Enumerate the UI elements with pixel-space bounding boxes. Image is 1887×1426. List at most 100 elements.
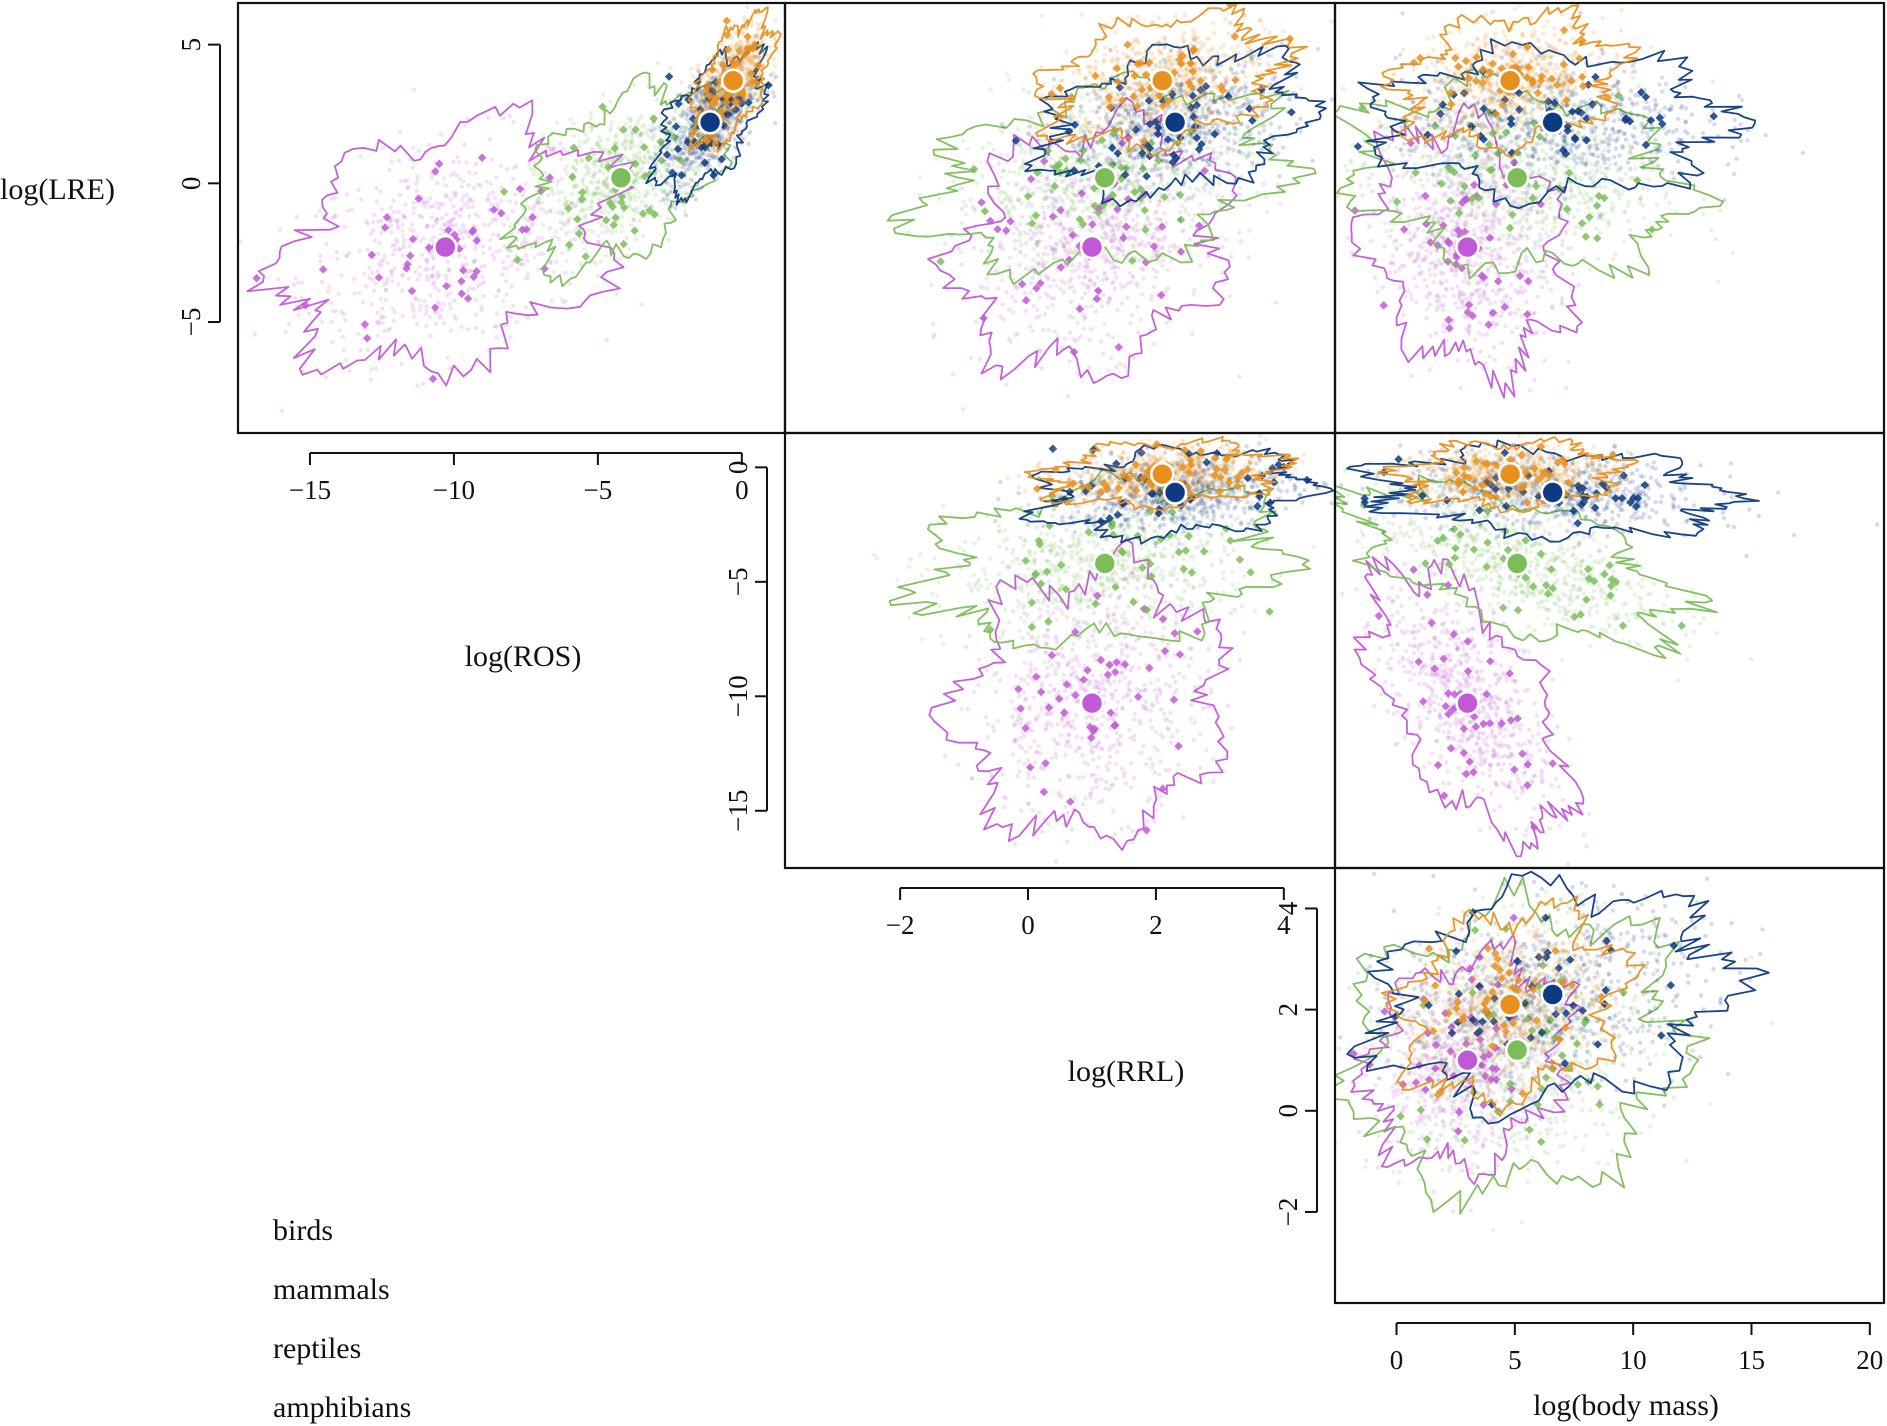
amphibians-cloud-point <box>1168 244 1173 249</box>
reptiles-cloud-point <box>595 180 601 185</box>
reptiles-cloud-point <box>1018 150 1024 155</box>
amphibians-cloud-point <box>501 298 506 303</box>
amphibians-cloud-point <box>396 218 401 223</box>
reptiles-cloud-point <box>564 163 570 169</box>
amphibians-cloud-point <box>519 261 524 266</box>
amphibians-cloud-point <box>1121 253 1127 258</box>
amphibians-cloud-point <box>487 137 493 142</box>
amphibians-cloud-point <box>1162 234 1168 239</box>
amphibians-cloud-point <box>1042 216 1047 222</box>
mammals-cloud-point <box>1123 166 1128 171</box>
mammals-cloud-point <box>693 93 699 98</box>
reptiles-cloud-point <box>590 160 595 165</box>
amphibians-cloud-point <box>529 244 534 249</box>
reptiles-cloud-point <box>639 113 644 119</box>
mammals-cloud-point <box>748 85 754 90</box>
reptiles-cloud-point <box>570 270 576 275</box>
reptiles-cloud-point <box>554 120 559 125</box>
mammals-cloud-point <box>1219 94 1225 99</box>
amphibians-cloud-point <box>1034 240 1039 245</box>
amphibians-cloud-point <box>318 253 323 258</box>
amphibians-cloud-point <box>1109 280 1115 286</box>
reptiles-cloud-point <box>599 163 604 168</box>
mammals-cloud-point <box>1245 124 1250 129</box>
amphibians-cloud-point <box>430 267 435 272</box>
reptiles-cloud-point <box>571 133 577 139</box>
reptiles-cloud-point <box>1147 223 1153 228</box>
birds-cloud-point <box>1226 31 1231 36</box>
amphibians-cloud-point <box>1036 262 1041 267</box>
reptiles-cloud-point <box>626 203 632 208</box>
reptiles-cloud-point <box>655 126 661 131</box>
mammals-cloud-point <box>699 185 705 190</box>
reptiles-cloud-point <box>615 156 621 161</box>
amphibians-cloud-point <box>1190 331 1195 336</box>
reptiles-cloud-point <box>1136 203 1141 209</box>
reptiles-cloud-point <box>646 150 651 155</box>
mammals-cloud-point <box>1076 143 1081 148</box>
amphibians-cloud-point <box>431 264 436 270</box>
amphibians-cloud-point <box>1044 195 1049 200</box>
mammals-cloud-point <box>1236 62 1241 68</box>
amphibians-cloud-point <box>1031 230 1036 236</box>
amphibians-cloud-point <box>425 260 430 265</box>
amphibians-cloud-point <box>1046 204 1051 209</box>
amphibians-cloud-point <box>1105 158 1110 163</box>
mammals-cloud-point <box>675 133 680 138</box>
amphibians-cloud-point <box>1082 316 1087 322</box>
birds-cloud-point <box>744 27 749 32</box>
amphibians-cloud-point <box>1128 280 1134 285</box>
amphibians-cloud-point <box>468 269 473 274</box>
birds-cloud-point <box>725 135 730 140</box>
amphibians-cloud-point <box>474 312 479 317</box>
amphibians-cloud-point <box>572 204 577 209</box>
reptiles-cloud-point <box>581 182 586 187</box>
amphibians-cloud-point <box>1102 259 1108 265</box>
birds-cloud-point <box>732 106 737 111</box>
reptiles-cloud-point <box>997 219 1002 225</box>
amphibians-cloud-point <box>445 259 450 264</box>
amphibians-cloud-point <box>984 276 990 281</box>
amphibians-cloud-point <box>1050 208 1056 213</box>
mammals-cloud-point <box>683 160 689 166</box>
amphibians-cloud-point <box>1077 199 1082 204</box>
amphibians-cloud-point <box>411 308 416 314</box>
reptiles-cloud-point <box>535 199 540 204</box>
mammals-cloud-point <box>664 146 669 151</box>
amphibians-cloud-point <box>548 146 553 152</box>
amphibians-cloud-point <box>1028 237 1033 242</box>
reptiles-cloud-point <box>651 187 656 192</box>
mammals-cloud-point <box>688 126 694 131</box>
birds-cloud-point <box>741 97 746 102</box>
amphibians-cloud-point <box>451 216 457 221</box>
amphibians-cloud-point <box>433 221 439 226</box>
amphibians-cloud-point <box>430 224 436 229</box>
amphibians-cloud-point <box>441 301 446 307</box>
mammals-cloud-point <box>1095 140 1100 145</box>
birds-cloud-point <box>707 153 712 158</box>
reptiles-cloud-point <box>540 200 545 205</box>
reptiles-cloud-point <box>1154 225 1160 230</box>
reptiles-cloud-point <box>1215 155 1220 160</box>
mammals-cloud-point <box>720 102 725 108</box>
birds-cloud-point <box>745 40 751 45</box>
amphibians-cloud-point <box>480 329 485 334</box>
reptiles-cloud-point <box>1158 218 1164 223</box>
reptiles-cloud-point <box>588 180 593 185</box>
birds-cloud-point <box>699 94 704 100</box>
amphibians-cloud-point <box>453 211 458 216</box>
amphibians-cloud-point <box>1112 238 1118 243</box>
mammals-cloud-point <box>1082 130 1087 135</box>
mammals-cloud-point <box>725 147 730 152</box>
amphibians-cloud-point <box>556 178 561 183</box>
reptiles-cloud-point <box>591 191 596 196</box>
reptiles-cloud-point <box>595 187 600 192</box>
birds-cloud-point <box>735 41 740 47</box>
amphibians-cloud-point <box>1125 280 1131 286</box>
amphibians-cloud-point <box>1084 284 1089 289</box>
reptiles-cloud-point <box>1040 257 1045 262</box>
reptiles-cloud-point <box>1031 247 1036 252</box>
amphibians-cloud-point <box>488 181 494 186</box>
amphibians-cloud-point <box>531 221 536 226</box>
mammals-cloud-point <box>1177 217 1182 223</box>
